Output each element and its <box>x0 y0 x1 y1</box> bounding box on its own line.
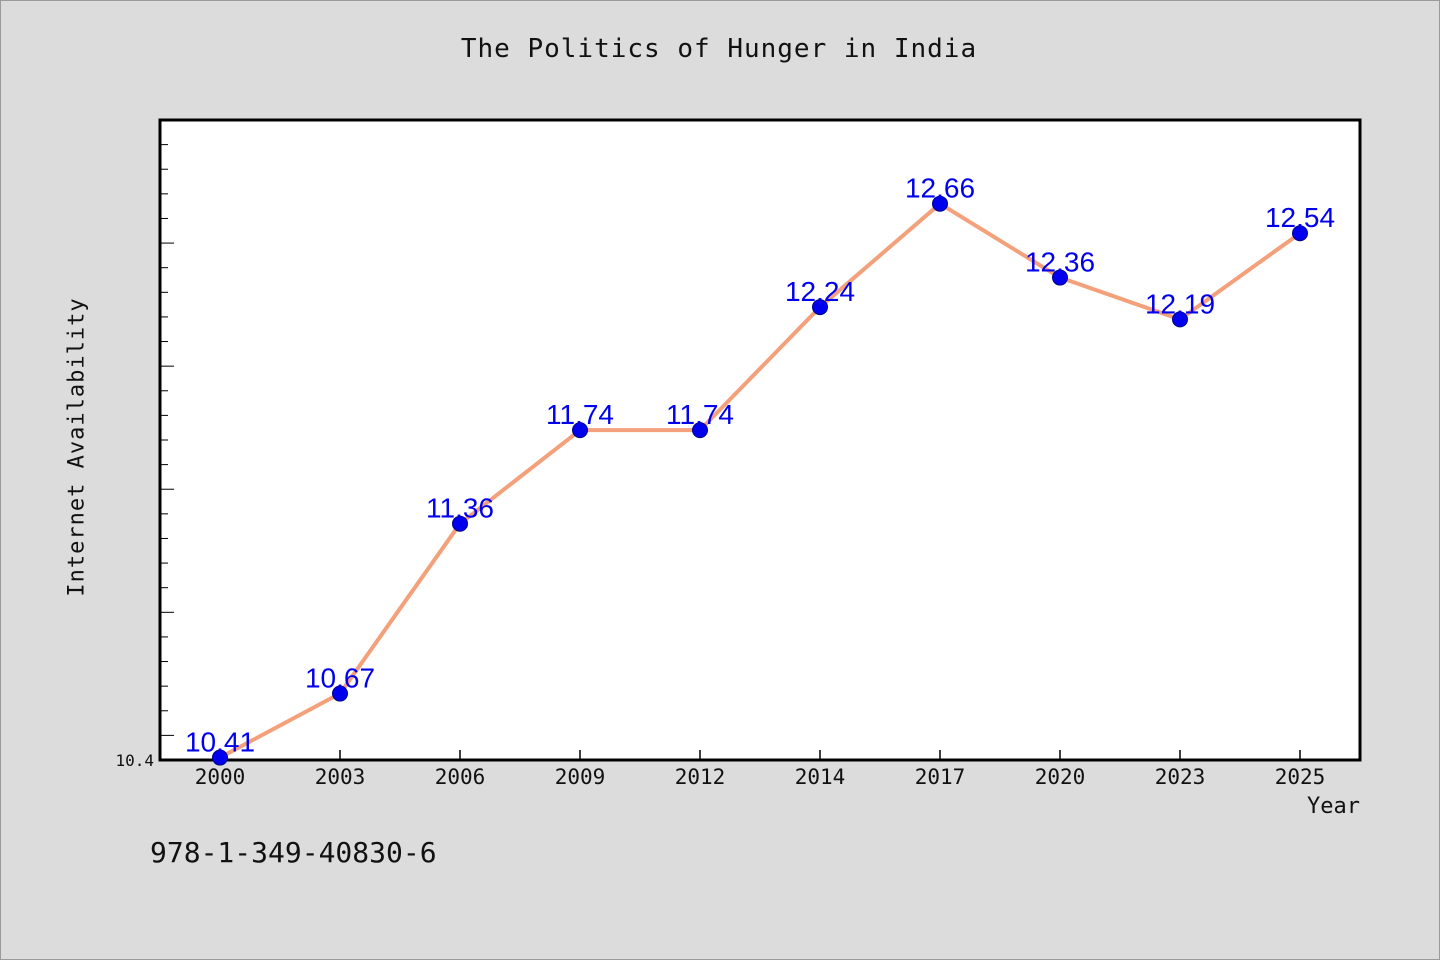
x-axis-ticks: 2000 2003 2006 2009 2012 2014 2017 2020 2023 2025 <box>195 750 1326 789</box>
x-tick-label: 2003 <box>315 765 366 789</box>
data-point-marker <box>572 422 588 439</box>
chart-title: The Politics of Hunger in India <box>460 34 978 64</box>
data-markers <box>212 195 1308 766</box>
data-label: 11.36 <box>426 493 494 524</box>
x-tick-label: 2023 <box>1155 765 1206 789</box>
plot-area <box>158 118 1362 762</box>
x-tick-label: 2017 <box>915 765 966 789</box>
x-tick-label: 2006 <box>435 765 486 789</box>
data-label: 11.74 <box>666 399 734 430</box>
data-label: 12.66 <box>905 173 975 204</box>
y-tick-label: 10.4 <box>115 751 154 770</box>
data-point-marker <box>692 422 708 439</box>
series-line <box>219 201 1302 760</box>
data-label: 11.74 <box>546 399 614 430</box>
x-tick-label: 2000 <box>195 765 246 789</box>
data-point-marker <box>812 299 828 316</box>
x-tick-label: 2012 <box>675 765 726 789</box>
x-tick-label: 2025 <box>1275 765 1326 789</box>
data-label: 12.54 <box>1265 202 1335 233</box>
data-label: 12.19 <box>1145 288 1215 319</box>
data-point-marker <box>332 685 348 702</box>
data-point-marker <box>452 515 468 532</box>
data-point-marker <box>1052 269 1068 286</box>
isbn-footer: 978-1-349-40830-6 <box>150 836 437 869</box>
data-label: 12.24 <box>785 276 855 307</box>
data-labels: 10.41 10.67 11.36 11.74 11.74 12.24 12.66 12.36… <box>185 173 1335 758</box>
data-point-marker <box>212 749 228 766</box>
x-tick-label: 2009 <box>555 765 606 789</box>
y-axis-ticks: 10.4 <box>115 144 174 770</box>
x-tick-label: 2020 <box>1035 765 1086 789</box>
data-label: 12.36 <box>1025 247 1095 278</box>
data-point-marker <box>1292 225 1308 242</box>
data-label: 10.41 <box>185 727 255 758</box>
data-point-marker <box>1172 311 1188 328</box>
x-tick-label: 2014 <box>795 765 846 789</box>
data-point-marker <box>932 195 948 212</box>
data-label: 10.67 <box>305 663 375 694</box>
x-axis-label: Year <box>1307 794 1360 819</box>
